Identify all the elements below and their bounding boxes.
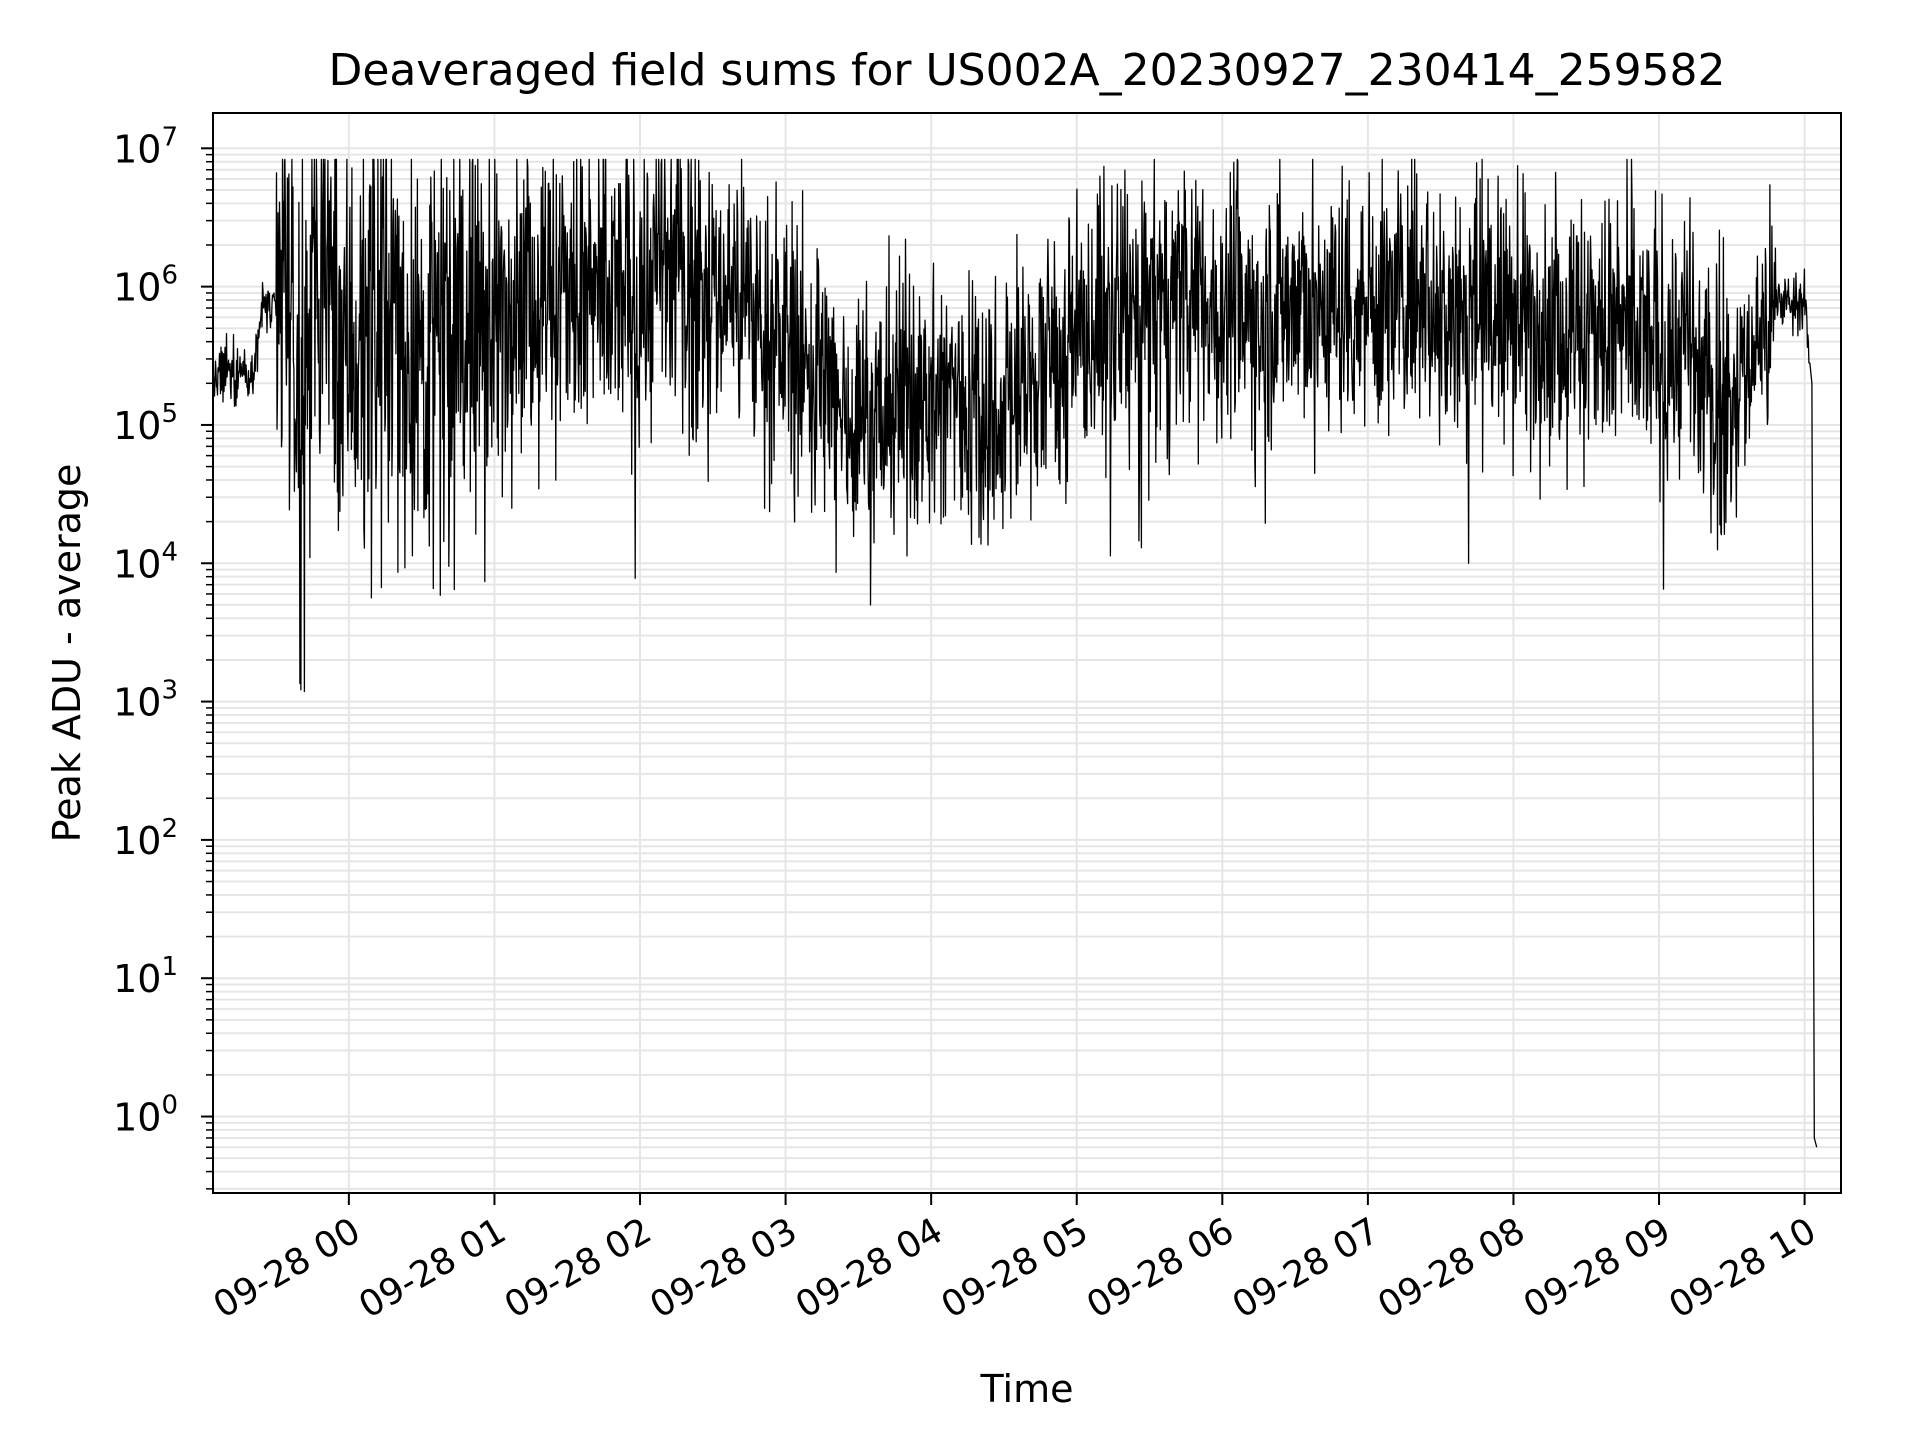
series-line bbox=[212, 158, 1818, 1148]
y-tick-label: 101 bbox=[113, 952, 178, 1001]
y-tick-label: 105 bbox=[113, 399, 178, 448]
series-group bbox=[212, 158, 1818, 1148]
y-axis: 100 101 102 103 104 105 106 107 bbox=[113, 122, 213, 1190]
plot-frame bbox=[212, 112, 1842, 1194]
y-tick-label: 102 bbox=[113, 814, 178, 863]
y-tick-label: 104 bbox=[113, 537, 178, 586]
chart-title: Deaveraged field sums for US002A_2023092… bbox=[328, 45, 1725, 96]
y-tick-label: 100 bbox=[113, 1091, 178, 1140]
y-tick-label: 107 bbox=[113, 122, 178, 171]
x-axis-label: Time bbox=[980, 1367, 1074, 1411]
y-tick-label: 106 bbox=[113, 261, 178, 310]
y-tick-label: 103 bbox=[113, 676, 178, 725]
y-axis-label: Peak ADU - average bbox=[45, 464, 89, 843]
